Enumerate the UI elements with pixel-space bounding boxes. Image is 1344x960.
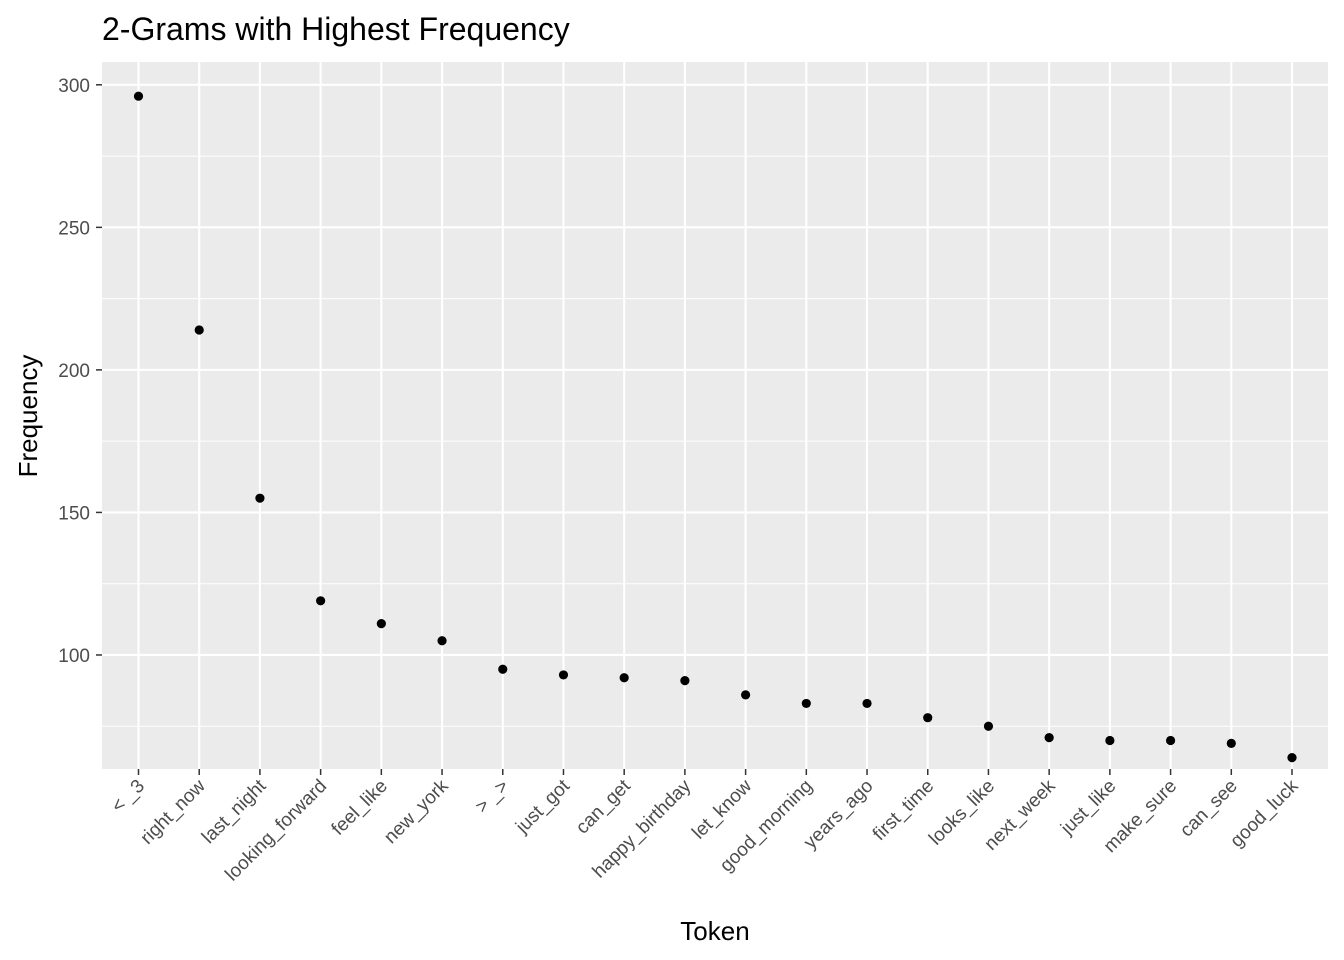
chart-title: 2-Grams with Highest Frequency [102,11,570,47]
data-point [1165,735,1176,746]
x-axis-title: Token [680,916,749,946]
x-axis: < _3right_nowlast_nightlooking_forwardfe… [108,769,1303,885]
y-axis-title: Frequency [13,355,43,478]
data-point [1226,738,1236,748]
y-tick-label: 150 [58,503,90,524]
data-point [741,690,751,700]
y-axis: 100 150 200 250 300 [58,76,102,667]
data-point [316,596,326,606]
data-points [133,91,1297,763]
y-tick-label: 300 [58,76,90,97]
data-point [498,664,508,674]
x-tick-label: > _> [472,776,514,818]
data-point [437,636,447,646]
data-point [862,698,872,709]
data-point [194,325,204,335]
y-tick-label: 250 [58,218,90,239]
data-point [255,493,265,503]
data-point [558,670,569,680]
data-point [376,619,386,629]
data-point [1044,733,1054,743]
y-tick-label: 200 [58,361,90,382]
data-point [133,91,144,101]
data-point [1287,752,1297,763]
x-tick-label: < _3 [108,776,149,817]
data-point [923,713,933,723]
x-tick-label: right_now [137,775,210,848]
x-tick-label: just_got [511,775,574,838]
data-point [1105,735,1115,746]
data-point [619,673,629,683]
data-point [680,676,690,686]
x-tick-label: can_get [572,775,635,838]
x-tick-label: new_york [380,775,453,848]
y-tick-label: 100 [58,646,90,667]
plot-panel [102,62,1328,769]
data-point [801,698,811,709]
data-point [983,721,994,731]
gridlines [102,62,1328,769]
